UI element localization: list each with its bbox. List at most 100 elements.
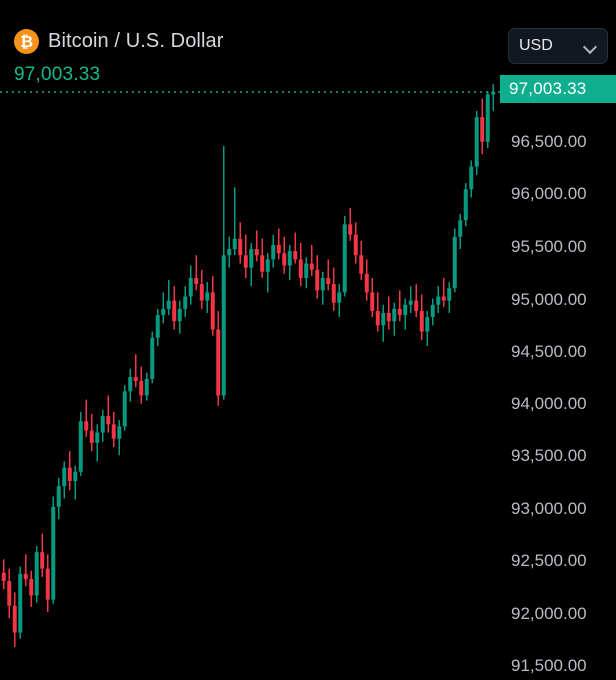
candle-wick <box>256 230 258 262</box>
candle-body <box>309 263 314 270</box>
candle-body <box>353 234 358 256</box>
candle-body <box>139 381 144 396</box>
candle-body <box>348 224 353 235</box>
candle-body <box>12 605 17 633</box>
candle-body <box>397 308 402 316</box>
candle-body <box>199 284 204 301</box>
candle-body <box>271 244 276 260</box>
candle-wick <box>443 277 445 307</box>
candle-body <box>166 300 171 309</box>
candle-body <box>232 238 237 250</box>
candle-wick <box>195 255 197 291</box>
candle-body <box>408 300 413 305</box>
candle-body <box>282 253 287 266</box>
candle-wick <box>135 354 137 388</box>
candle-body <box>293 251 298 260</box>
candle-body <box>265 259 270 272</box>
current-price-badge: 97,003.33 <box>500 75 616 103</box>
candle-body <box>287 251 292 266</box>
candle-body <box>117 426 122 439</box>
candle-body <box>23 573 28 579</box>
candle-body <box>469 166 474 190</box>
candle-body <box>205 292 210 301</box>
candle-wick <box>85 399 87 437</box>
candle-wick <box>410 286 412 313</box>
candle-body <box>238 238 243 256</box>
candle-wick <box>278 228 280 260</box>
candle-body <box>392 308 397 322</box>
candle-body <box>315 269 320 291</box>
candle-body <box>249 249 254 268</box>
candle-body <box>62 467 67 487</box>
candle-wick <box>267 253 269 293</box>
candle-wick <box>492 84 494 111</box>
candle-body <box>155 315 160 338</box>
candle-body <box>84 421 89 431</box>
candle-body <box>304 263 309 278</box>
candle-body <box>210 292 215 330</box>
candle-body <box>430 304 435 318</box>
candle-body <box>491 92 496 95</box>
candle-body <box>337 292 342 303</box>
candle-body <box>95 432 100 443</box>
candle-body <box>419 310 424 332</box>
candle-body <box>381 312 386 326</box>
candle-body <box>414 300 419 311</box>
candle-wick <box>388 296 390 330</box>
candle-body <box>276 244 281 254</box>
candle-wick <box>25 554 27 587</box>
candle-body <box>326 277 331 285</box>
chart-header: ₿ Bitcoin / U.S. Dollar 97,003.33 USD <box>0 0 616 85</box>
candle-body <box>144 378 149 396</box>
currency-select[interactable]: USD <box>508 28 608 64</box>
candle-body <box>40 552 45 569</box>
candle-body <box>34 552 39 596</box>
candle-body <box>403 304 408 316</box>
candle-wick <box>327 259 329 291</box>
candle-body <box>51 506 56 600</box>
candle-body <box>194 277 199 285</box>
candle-body <box>485 94 490 142</box>
candle-body <box>320 277 325 291</box>
candle-body <box>100 416 105 433</box>
candle-body <box>452 236 457 289</box>
candle-body <box>458 220 463 237</box>
candle-body <box>172 300 177 322</box>
candle-wick <box>294 232 296 264</box>
candle-body <box>29 578 34 596</box>
candle-body <box>1 572 6 582</box>
candle-body <box>78 421 83 472</box>
candle-wick <box>234 187 236 256</box>
candle-body <box>67 467 72 482</box>
candle-body <box>150 337 155 379</box>
candle-wick <box>399 290 401 322</box>
candle-body <box>342 224 347 293</box>
candle-body <box>375 310 380 326</box>
candle-wick <box>311 244 313 276</box>
candle-body <box>441 296 446 301</box>
symbol-title: Bitcoin / U.S. Dollar <box>48 30 224 52</box>
candle-body <box>447 288 452 301</box>
symbol-row[interactable]: ₿ Bitcoin / U.S. Dollar <box>14 29 224 54</box>
candle-wick <box>415 284 417 318</box>
candle-body <box>7 581 12 606</box>
candle-body <box>436 296 441 305</box>
candle-body <box>254 249 259 256</box>
candle-body <box>56 486 61 507</box>
candle-body <box>183 296 188 309</box>
candle-body <box>260 255 265 272</box>
candle-body <box>73 471 78 482</box>
last-price-text: 97,003.33 <box>14 64 101 85</box>
current-price-value: 97,003.33 <box>509 79 587 98</box>
candle-body <box>89 430 94 443</box>
candle-body <box>480 117 485 142</box>
candle-body <box>370 292 375 311</box>
candle-series <box>1 84 496 648</box>
bitcoin-glyph: ₿ <box>19 31 34 51</box>
candle-body <box>45 568 50 600</box>
candle-body <box>122 391 127 427</box>
candle-body <box>331 284 336 303</box>
